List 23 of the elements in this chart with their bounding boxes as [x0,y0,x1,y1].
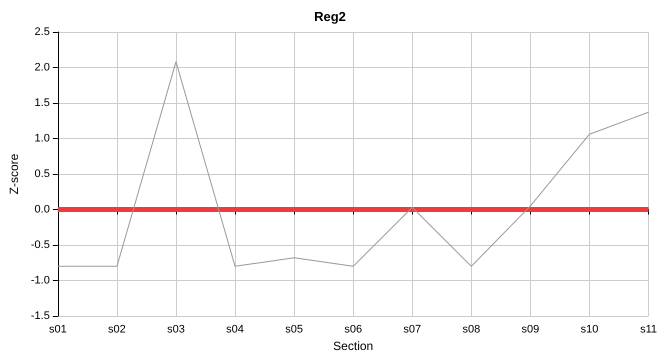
chart-title: Reg2 [314,9,346,24]
y-tick-label: 0.5 [34,168,50,180]
y-tick-label: 0.0 [34,204,50,216]
x-tick-label: s08 [462,324,480,336]
x-tick-label: s09 [522,324,540,336]
x-tick-label: s03 [167,324,185,336]
y-tick-label: -1.0 [30,274,50,286]
x-tick-label: s05 [285,324,304,336]
y-tick-label: -1.5 [30,310,50,322]
x-tick-label: s10 [580,324,598,336]
x-tick-label: s06 [344,324,362,336]
x-tick-label: s02 [108,324,126,336]
x-tick-label: s07 [403,324,422,336]
x-axis-title: Section [333,339,374,353]
y-tick-label: 2.0 [34,62,50,74]
x-tick-label: s04 [226,324,244,336]
x-tick-label: s01 [48,324,67,336]
y-tick-label: 1.5 [34,97,50,109]
y-tick-label: -0.5 [30,239,50,251]
y-axis-title: Z-score [7,153,21,194]
x-tick-label: s11 [640,324,657,336]
y-tick-label: 2.5 [34,26,50,38]
y-tick-label: 1.0 [34,132,50,144]
